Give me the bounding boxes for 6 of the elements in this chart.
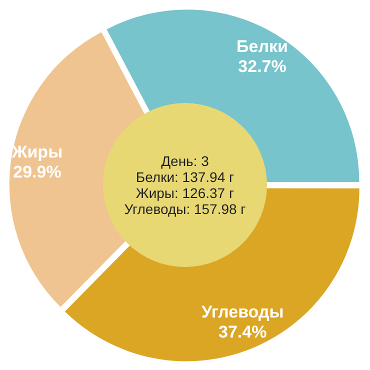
- data-label: 37.4%: [218, 322, 267, 342]
- data-label: 29.9%: [13, 162, 62, 182]
- data-label: 32.7%: [238, 56, 286, 76]
- slice-label: Белки: [236, 36, 288, 56]
- slice-label: Жиры: [10, 142, 63, 162]
- slice-label: Углеводы: [201, 302, 284, 322]
